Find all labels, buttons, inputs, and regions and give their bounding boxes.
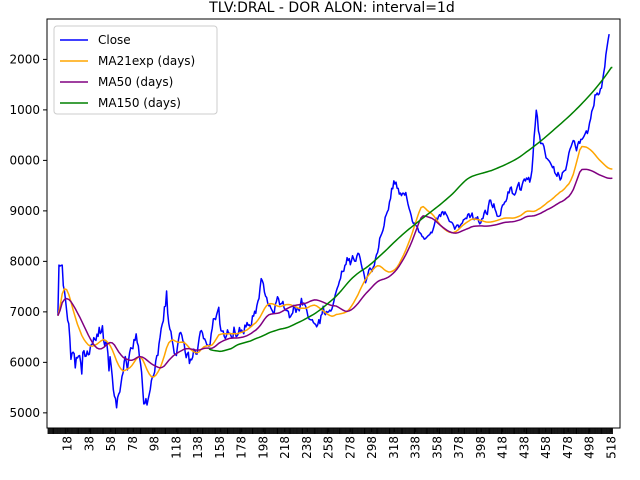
x-tick-label: 358	[430, 436, 444, 459]
x-tick-label: 78	[126, 436, 140, 451]
x-tick-label: 418	[496, 436, 510, 459]
y-tick-label: 8000	[9, 254, 40, 268]
x-tick-label: 378	[452, 436, 466, 459]
x-tick-label: 258	[322, 436, 336, 459]
x-tick-label: 518	[604, 436, 618, 459]
x-tick-label: 158	[213, 436, 227, 459]
x-tick-label: 438	[517, 436, 531, 459]
y-tick-label: 6000	[9, 355, 40, 369]
chart-title: TLV:DRAL - DOR ALON: interval=1d	[208, 0, 455, 16]
legend-label-1: MA21exp (days)	[98, 54, 195, 68]
x-tick-label: 398	[474, 436, 488, 459]
legend-label-0: Close	[98, 33, 131, 47]
x-tick-label: 338	[409, 436, 423, 459]
x-tick-label: 178	[235, 436, 249, 459]
y-tick-label: 2000	[9, 52, 40, 66]
x-tick-label: 118	[169, 436, 183, 459]
x-tick-label: 298	[365, 436, 379, 459]
x-tick-label: 218	[278, 436, 292, 459]
x-tick-label: 318	[387, 436, 401, 459]
x-tick-label: 18	[61, 436, 75, 451]
legend-label-2: MA50 (days)	[98, 75, 173, 89]
x-tick-label: 458	[539, 436, 553, 459]
y-tick-label: 7000	[9, 305, 40, 319]
x-tick-label: 278	[343, 436, 357, 459]
legend-label-3: MA150 (days)	[98, 96, 181, 110]
legend: Close MA21exp (days) MA50 (days) MA150 (day…	[54, 26, 217, 114]
x-tick-label: 38	[82, 436, 96, 451]
x-tick-label: 198	[256, 436, 270, 459]
y-tick-label: 0000	[9, 153, 40, 167]
y-tick-label: 5000	[9, 406, 40, 420]
y-tick-label: 9000	[9, 204, 40, 218]
series-line-3	[209, 68, 612, 352]
y-tick-label: 1000	[9, 103, 40, 117]
x-tick-label: 138	[191, 436, 205, 459]
x-tick-label: 238	[300, 436, 314, 459]
x-tick-label: 98	[148, 436, 162, 451]
x-tick-label: 478	[561, 436, 575, 459]
x-tick-label: 58	[104, 436, 118, 451]
series-line-2	[58, 169, 613, 368]
x-tick-label: 498	[583, 436, 597, 459]
